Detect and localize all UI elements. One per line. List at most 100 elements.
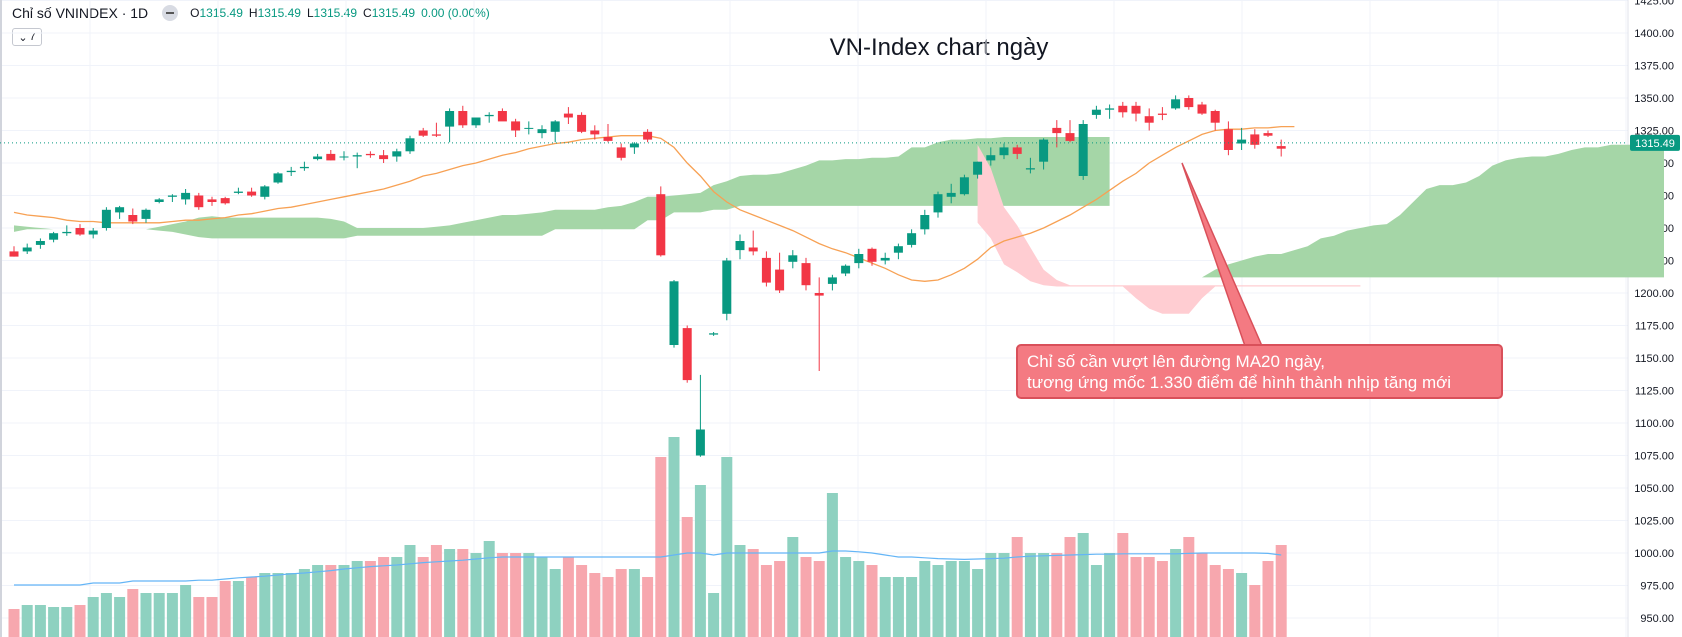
candle-body <box>603 137 613 141</box>
volume-bar <box>100 593 112 637</box>
volume-bar <box>1275 545 1287 637</box>
volume-bar <box>1117 533 1129 637</box>
candle-body <box>827 277 837 284</box>
volume-bar <box>74 605 86 637</box>
candle-body <box>101 209 111 228</box>
candle-body <box>392 151 402 157</box>
candle-body <box>1118 105 1128 113</box>
volume-bar <box>232 581 244 637</box>
volume-bar <box>840 557 852 637</box>
volume-bar <box>246 577 258 637</box>
volume-bar <box>351 561 363 637</box>
volume-bar <box>1090 565 1102 637</box>
chart-title-wrap: VN-Index chart ngày <box>0 34 1682 62</box>
candle-body <box>431 134 441 136</box>
candle-body <box>1184 98 1194 108</box>
y-tick-label: 1350.00 <box>1634 93 1674 105</box>
candle-body <box>1210 111 1220 123</box>
candle-body <box>643 131 653 140</box>
candle-body <box>590 130 600 135</box>
candle-body <box>365 153 375 156</box>
last-price-label: 1315.49 <box>1635 138 1675 150</box>
candle-body <box>1105 108 1115 110</box>
candle-body <box>1025 168 1035 170</box>
candle-body <box>814 293 824 296</box>
candle-body <box>207 199 217 202</box>
hide-series-icon[interactable] <box>162 5 179 21</box>
y-tick-label: 975.00 <box>1640 581 1674 593</box>
volume-bar <box>787 537 799 637</box>
low-label: L <box>306 6 314 20</box>
candle-body <box>616 147 626 158</box>
volume-bar <box>998 553 1010 637</box>
annotation-callout[interactable]: Chỉ số cần vượt lên đường MA20 ngày, tươ… <box>1016 344 1503 399</box>
candle-body <box>999 147 1009 156</box>
y-tick-label: 1200.00 <box>1634 288 1674 300</box>
candle-body <box>115 207 125 213</box>
volume-bar <box>444 549 456 637</box>
candle-body <box>1237 139 1247 144</box>
candle-body <box>22 247 32 252</box>
volume-bar <box>61 607 73 637</box>
volume-bar <box>153 593 165 637</box>
chart-legend: Chỉ số VNINDEX · 1D O1315.49 H1315.49 L1… <box>12 5 490 21</box>
volume-bar <box>338 565 350 637</box>
volume-bar <box>21 605 33 637</box>
candle-body <box>537 129 547 134</box>
candle-body <box>986 155 996 161</box>
volume-bar <box>800 557 812 637</box>
volume-bar <box>8 609 20 637</box>
y-tick-label: 1100.00 <box>1635 418 1674 430</box>
volume-bar <box>34 605 46 637</box>
volume-bar <box>1051 553 1063 637</box>
chevron-down-icon: ⌄ <box>18 31 28 44</box>
candle-body <box>260 186 270 197</box>
candle-body <box>735 241 745 251</box>
candle-body <box>484 114 494 117</box>
candle-body <box>167 195 177 197</box>
volume-bar <box>536 557 548 637</box>
volume-bar <box>945 561 957 637</box>
close-label: C <box>363 6 372 20</box>
candle-body <box>841 265 851 274</box>
candle-body <box>88 230 98 235</box>
candle-body <box>458 111 468 126</box>
volume-bar <box>272 573 284 637</box>
volume-bar <box>866 565 878 637</box>
candle-body <box>1052 127 1062 134</box>
candle-body <box>1039 139 1049 162</box>
volume-bar <box>114 597 126 637</box>
volume-bar <box>166 593 178 637</box>
candle-body <box>933 194 943 213</box>
volume-bar <box>1209 565 1221 637</box>
candle-body <box>907 233 917 245</box>
y-tick-label: 1400.00 <box>1634 28 1674 40</box>
volume-bar <box>1104 553 1116 637</box>
volume-bar <box>813 561 825 637</box>
volume-bar <box>562 557 574 637</box>
symbol-label[interactable]: Chỉ số VNINDEX · 1D <box>12 5 149 21</box>
volume-bar <box>694 485 706 637</box>
candle-body <box>854 254 864 264</box>
volume-bar <box>259 573 271 637</box>
volume-bar <box>549 569 561 637</box>
candle-body <box>35 241 45 245</box>
candle-body <box>722 260 732 314</box>
volume-bar <box>140 593 152 637</box>
volume-bar <box>1183 537 1195 637</box>
y-tick-label: 1125.00 <box>1635 386 1674 398</box>
candle-body <box>1263 133 1273 136</box>
candle-body <box>867 248 877 262</box>
volume-bar <box>1262 561 1274 637</box>
y-tick-label: 1175.00 <box>1635 321 1674 333</box>
candle-body <box>761 257 771 283</box>
volume-bar <box>325 565 337 637</box>
candle-body <box>62 231 72 234</box>
volume-bar <box>628 569 640 637</box>
candle-body <box>286 170 296 173</box>
candle-body <box>511 121 521 131</box>
volume-bar <box>932 565 944 637</box>
candle-body <box>577 114 587 132</box>
candle-body <box>959 177 969 195</box>
